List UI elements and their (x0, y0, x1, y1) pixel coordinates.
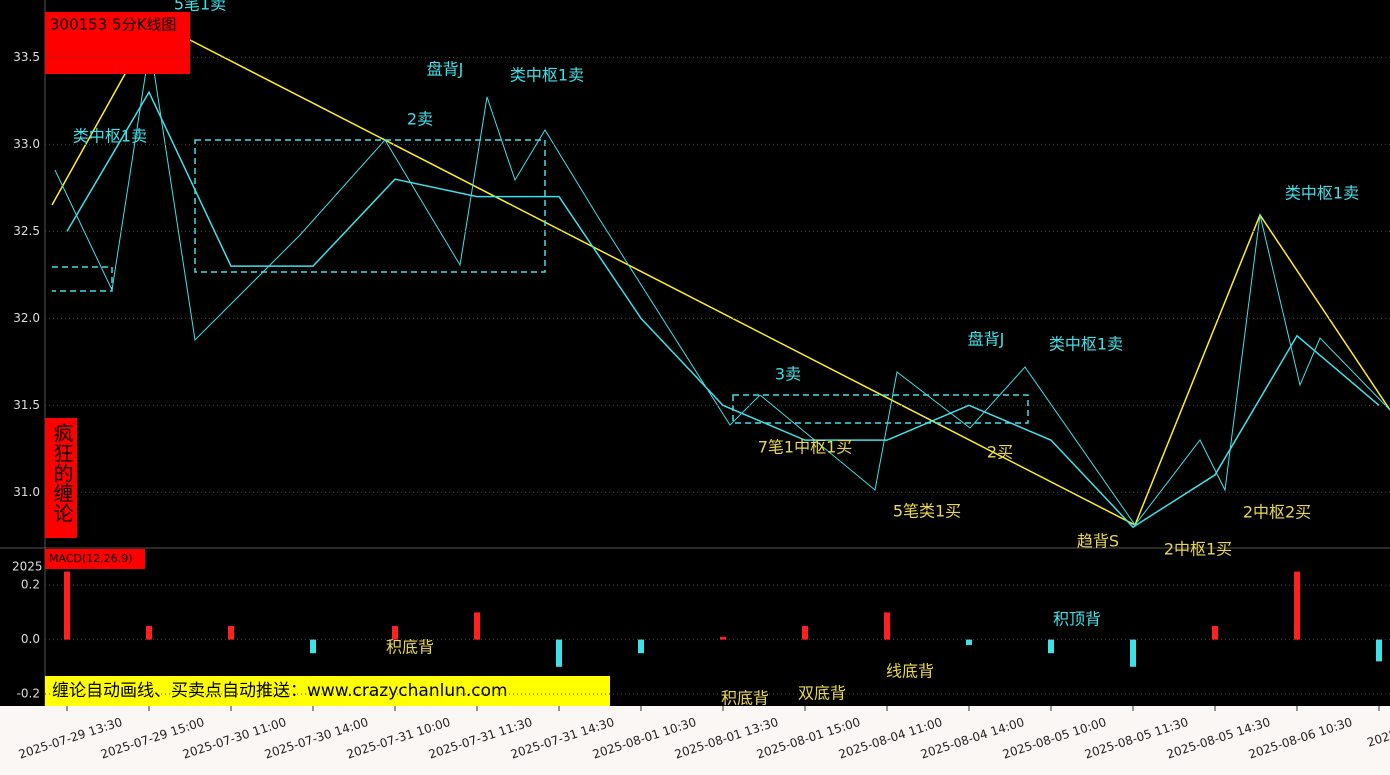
annotation: 5笔类1买 (893, 502, 961, 521)
banner: 缠论自动画线、买卖点自动推送：www.crazychanlun.com (52, 681, 508, 701)
annotation: 类中枢1卖 (73, 127, 147, 146)
macd-bar (1130, 639, 1136, 667)
banner-box (45, 676, 610, 706)
macd-bar (802, 626, 808, 640)
y-tick-label: -0.2 (17, 687, 40, 701)
corner-label: 2025 (12, 560, 43, 574)
macd-bar (556, 639, 562, 667)
macd-title: MACD(12,26,9) (49, 552, 133, 565)
annotation: 2买 (987, 443, 1013, 462)
side-box (45, 418, 77, 538)
y-tick-label: 33.5 (13, 50, 40, 64)
title-box (45, 12, 190, 74)
annotation: 5笔1卖 (174, 0, 226, 14)
side-label: 疯狂的缠论 (50, 423, 74, 523)
macd-bar (392, 626, 398, 640)
macd-bar (966, 639, 972, 646)
y-tick-label: 0.2 (21, 578, 40, 592)
macd-bar (474, 612, 480, 640)
annotation: 双底背 (798, 684, 846, 703)
annotation: 类中枢1卖 (1049, 335, 1123, 354)
y-tick-label: 31.0 (13, 485, 40, 499)
macd-bar (146, 626, 152, 640)
macd-bar (64, 571, 70, 640)
price-line (66, 90, 1380, 529)
annotation: 线底背 (886, 662, 934, 681)
macd-bar (1048, 639, 1054, 654)
y-tick-label: 33.0 (13, 137, 40, 151)
macd-bar (1376, 639, 1382, 662)
macd-bar (1294, 571, 1300, 640)
annotation: 7笔1中枢1买 (758, 438, 853, 457)
macd-bar (310, 639, 316, 654)
annotation: 2中枢1买 (1164, 540, 1232, 559)
annotation: 3卖 (775, 365, 801, 384)
macd-bar (228, 626, 234, 640)
annotation: 2中枢2买 (1243, 503, 1311, 522)
macd-bar (638, 639, 644, 654)
macd-bar (720, 636, 726, 640)
y-tick-label: 32.0 (13, 311, 40, 325)
stroke-line (54, 44, 1390, 526)
macd-title-box (45, 549, 145, 569)
annotation: 积顶背 (1053, 610, 1101, 629)
macd-bar (1212, 626, 1218, 640)
y-tick-label: 31.5 (13, 398, 40, 412)
chart-title: 300153 5分K线图 (50, 16, 176, 34)
annotation: 趋背S (1077, 532, 1119, 551)
axis-strip (0, 706, 1390, 775)
macd-bar (884, 612, 890, 640)
annotation: 积底背 (386, 638, 434, 657)
y-tick-label: 0.0 (21, 632, 40, 646)
annotation: 盘背J (427, 60, 464, 79)
y-tick-label: 32.5 (13, 224, 40, 238)
annotation: 盘背J (968, 330, 1005, 349)
annotation: 2卖 (407, 110, 433, 129)
annotation: 类中枢1卖 (1285, 184, 1359, 203)
annotation: 类中枢1卖 (510, 66, 584, 85)
background (0, 0, 1390, 706)
annotation: 积底背 (721, 689, 769, 708)
